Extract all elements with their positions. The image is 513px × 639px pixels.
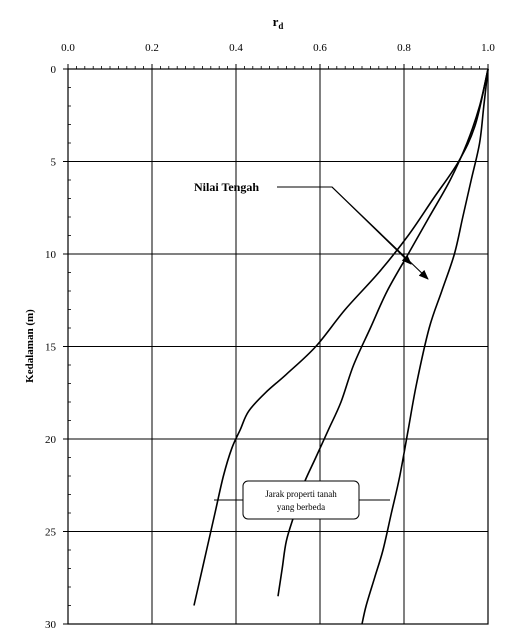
chart-title-main: r <box>273 14 279 29</box>
y-tick-label: 20 <box>45 434 57 446</box>
tick-marks <box>63 64 489 625</box>
annotation-nilai-tengah-label: Nilai Tengah <box>194 180 259 194</box>
series-line-2 <box>277 68 489 597</box>
y-tick-label: 10 <box>45 249 57 261</box>
x-tick-label: 0.8 <box>397 42 411 54</box>
x-tick-label: 0.0 <box>61 42 75 54</box>
annotation-range-line-1: Jarak properti tanah <box>265 489 337 499</box>
series-lines <box>193 68 489 625</box>
x-tick-label: 0.6 <box>313 42 327 54</box>
y-axis-label: Kedalaman (m) <box>24 309 36 383</box>
annotation-range-box: Jarak properti tanah yang berbeda <box>214 480 390 520</box>
annotation-arrow <box>277 186 429 280</box>
y-tick-label: 30 <box>45 619 57 631</box>
chart-title: rd <box>273 14 284 31</box>
annotation-nilai-tengah: Nilai Tengah <box>194 180 429 280</box>
x-tick-labels: 0.0 0.2 0.4 0.6 0.8 1.0 <box>61 42 495 54</box>
annotation-range-box-frame <box>242 480 360 520</box>
series-line-1 <box>193 68 489 606</box>
series-line-3 <box>361 68 489 625</box>
y-tick-label: 0 <box>51 64 57 76</box>
annotation-arrow-secondary <box>331 186 412 265</box>
x-tick-label: 0.2 <box>145 42 159 54</box>
y-tick-label: 25 <box>45 527 57 539</box>
y-tick-label: 5 <box>51 157 57 169</box>
x-tick-label: 1.0 <box>481 42 495 54</box>
x-tick-label: 0.4 <box>229 42 243 54</box>
y-tick-labels: 0 5 10 15 20 25 30 <box>45 64 57 631</box>
plot-frame <box>67 68 489 625</box>
y-tick-label: 15 <box>45 342 57 354</box>
chart-title-subscript: d <box>278 21 283 31</box>
annotation-range-line-2: yang berbeda <box>277 502 325 512</box>
